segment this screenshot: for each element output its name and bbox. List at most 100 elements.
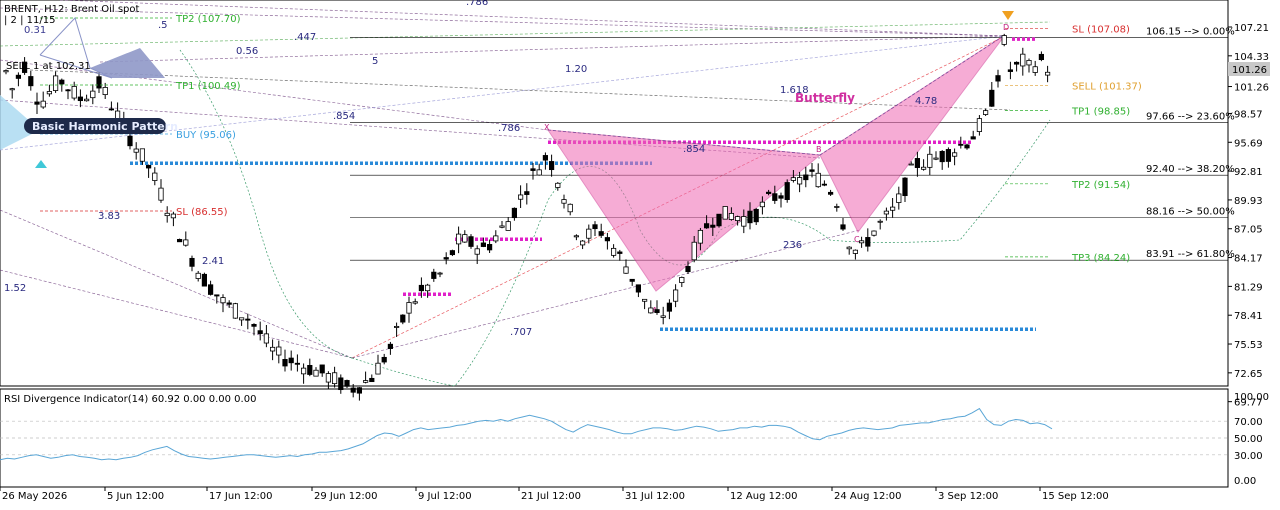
candle-bull [877,220,883,223]
candle-bear [387,343,394,349]
candle-bear [201,273,207,287]
ratio-label: 3.83 [98,211,120,222]
candle-bull [9,88,15,91]
candle-bear [592,224,598,230]
fib-label: 97.66 --> 23.60% [1146,112,1235,123]
candle-bear [214,294,220,297]
candle-bull [139,148,145,162]
candle-bull [238,317,245,321]
candle-bull [536,169,542,176]
time-tick-label: 31 Jul 12:00 [625,491,685,502]
candle-bear [468,236,474,247]
candle-bull [642,298,648,302]
candle-bull [834,206,840,208]
candle-bear [245,318,251,321]
time-tick-label: 24 Aug 12:00 [834,491,901,502]
fib-label: 106.15 --> 0.00% [1146,27,1235,38]
candle-bull [424,284,431,292]
candle-bear [282,359,288,367]
ratio-label: .5 [158,20,168,31]
harmonic-logo [90,48,165,78]
candle-bull [393,325,400,328]
candle-bull [908,163,914,166]
candle-bear [77,96,83,102]
candle-bear [28,76,34,87]
candle-bull [623,266,629,274]
guide-line [0,269,353,359]
candle-bull [573,235,580,238]
candles [3,33,1051,401]
rsi-tick-label: 70.00 [1234,417,1263,428]
candle-bear [778,195,784,199]
candle-bull [493,235,499,242]
candle-bull [158,187,164,201]
candle-bear [604,237,611,242]
current-price-tag [1228,62,1270,76]
corner-ratio-label: 0.31 [24,25,46,36]
guide-line [0,35,1006,151]
price-tick-label: 104.33 [1234,52,1269,63]
candle-bull [846,246,852,250]
candle-bull [567,203,573,213]
candle-bull [759,201,766,208]
candle-bear [486,244,493,251]
candle-bull [797,177,803,185]
rsi-line [0,407,1053,461]
fib-label: 88.16 --> 50.00% [1146,207,1235,218]
candle-bear [865,237,871,247]
trade-level-label: TP2 (91.54) [1071,180,1130,191]
candle-bear [189,257,195,267]
candle-bear [251,323,257,327]
candle-bull [896,193,902,203]
rsi-title: RSI Divergence Indicator(14) 60.92 0.00 … [4,394,256,405]
pattern-point-label: D [1003,23,1009,32]
candle-bear [1014,61,1020,65]
guide-line [351,229,861,359]
candle-bull [133,148,139,153]
time-tick-label: 5 Jun 12:00 [107,491,164,502]
ratio-label: .854 [683,144,705,155]
candle-bear [970,136,976,140]
previous-pattern-shape [0,95,40,150]
candle-bear [666,302,673,312]
candle-bull [164,212,170,217]
candle-bull [580,240,586,246]
candle-bear [356,387,363,394]
candle-bear [524,191,530,195]
rsi-axis: 100.00 70.00 50.00 30.00 0.00 [1234,392,1269,487]
candle-bear [400,314,406,323]
rsi-tick-label: 100.00 [1234,392,1269,403]
guide-line [351,35,1006,359]
candle-bull [722,206,728,220]
candle-bull [983,110,989,115]
time-tick-label: 9 Jul 12:00 [418,491,472,502]
candle-bear [995,75,1001,82]
candle-bear [772,193,778,201]
candle-bull [555,182,561,188]
candle-bear [747,210,753,224]
fib-label: 83.91 --> 61.80% [1146,249,1235,260]
candle-bear [381,356,387,363]
candle-bull [976,118,983,132]
candle-bear [710,224,716,228]
candle-bull [561,199,567,204]
candle-bear [34,101,40,105]
candle-bear [350,387,356,393]
candle-bear [418,284,425,292]
candle-bull [1045,71,1051,76]
candle-bear [443,257,449,260]
candle-bear [449,250,456,256]
candle-bear [288,357,294,364]
pattern-point-label: C [854,235,860,244]
candle-bull [406,302,412,314]
time-axis: 26 May 2026 5 Jun 12:00 17 Jun 12:00 29 Jun… [0,487,1109,502]
candle-bull [300,367,307,375]
candle-bull [462,234,468,243]
candle-bear [766,191,772,194]
price-tick-label: 84.17 [1234,254,1263,265]
candle-bear [294,362,301,365]
ratio-label: .786 [498,123,520,134]
indicator-badge-label: Basic Harmonic Pattern [32,120,178,133]
candle-bear [207,284,214,295]
